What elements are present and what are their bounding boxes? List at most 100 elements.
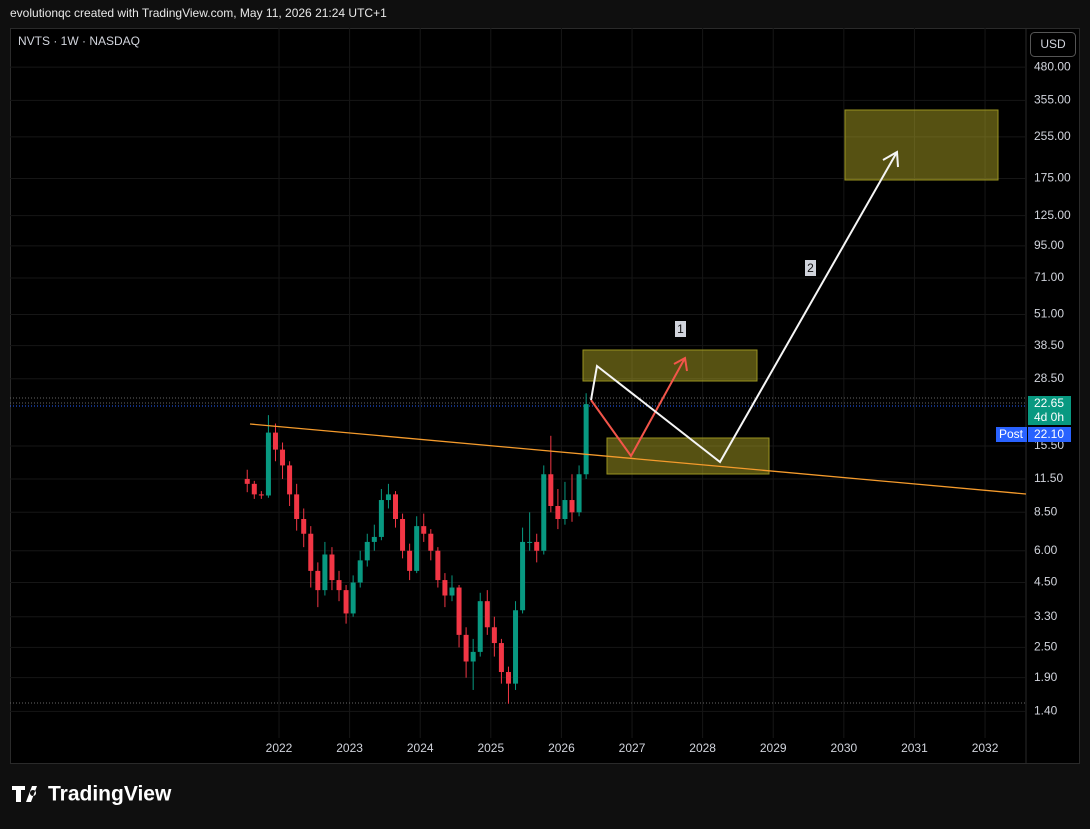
candle-body	[463, 634, 469, 662]
caption: evolutionqc created with TradingView.com…	[10, 6, 387, 20]
scenario-1-path	[590, 357, 686, 458]
symbol-title: NVTS · 1W · NASDAQ	[18, 34, 140, 48]
label-box	[805, 260, 816, 276]
drawings	[10, 397, 1026, 704]
grid	[10, 28, 1026, 738]
candle-body	[442, 580, 448, 596]
candle-body	[534, 541, 540, 551]
y-tick-label: 11.50	[1034, 471, 1063, 485]
candle-body	[378, 500, 384, 537]
axis: 480.00 355.00 255.00 175.00 125.00 95.00 71.00…	[266, 59, 1071, 755]
candle-body	[562, 500, 568, 520]
candle-body	[294, 494, 300, 520]
candle-body	[449, 587, 455, 596]
candle-body	[505, 672, 511, 684]
candle-body	[541, 474, 547, 551]
target-zone	[582, 349, 758, 382]
candle-body	[421, 526, 427, 534]
y-tick-label: 355.00	[1034, 93, 1071, 107]
candle-body	[491, 627, 497, 644]
candle-body	[407, 550, 413, 571]
x-tick-label: 2025	[477, 741, 504, 755]
x-tick-label: 2023	[336, 741, 363, 755]
annotations: 1 2	[249, 109, 1027, 495]
candle-body	[548, 474, 554, 507]
y-tick-label: 4.50	[1034, 575, 1058, 589]
x-tick-label: 2029	[760, 741, 787, 755]
post-tag-box	[996, 427, 1027, 442]
candle-body	[428, 533, 434, 551]
arrowhead	[882, 150, 899, 168]
currency-button[interactable]	[1030, 32, 1076, 57]
logo-mark	[12, 786, 37, 802]
last-price: 22.65	[1034, 396, 1064, 410]
label-box	[675, 321, 686, 337]
y-tick-label: 3.30	[1034, 609, 1058, 623]
candle-body	[308, 533, 314, 571]
candle-body	[477, 601, 483, 652]
candle-body	[371, 536, 377, 542]
y-tick-label: 255.00	[1034, 129, 1071, 143]
candle-body	[364, 541, 370, 561]
candle-body	[287, 465, 293, 495]
candle-body	[258, 494, 264, 496]
annotation-label: 2	[807, 261, 814, 275]
candle-body	[498, 643, 504, 673]
candle-body	[251, 483, 257, 495]
logo-text: TradingView	[48, 783, 172, 806]
candle-body	[322, 554, 328, 591]
y-tick-label: 6.00	[1034, 543, 1058, 557]
scenario-2-path	[590, 151, 898, 464]
annotation-label: 1	[677, 322, 684, 336]
chart-frame	[10, 28, 1080, 764]
candle-body	[414, 526, 420, 571]
target-zone	[844, 109, 999, 181]
currency[interactable]: USD	[1040, 37, 1066, 51]
x-tick-label: 2027	[619, 741, 646, 755]
candle-body	[400, 519, 406, 551]
candle-body	[357, 560, 363, 583]
y-tick-label: 95.00	[1034, 238, 1064, 252]
candle-body	[520, 541, 526, 611]
candle-body	[456, 587, 462, 635]
y-tick-label: 71.00	[1034, 270, 1064, 284]
last-price-box	[1028, 396, 1071, 425]
trendline	[249, 423, 1027, 495]
x-tick-label: 2028	[689, 741, 716, 755]
candle-body	[315, 570, 321, 591]
y-tick-label: 1.40	[1034, 704, 1058, 718]
x-tick-label: 2024	[407, 741, 434, 755]
y-tick-label: 8.50	[1034, 504, 1058, 518]
candle-body	[280, 449, 286, 466]
y-tick-label: 2.50	[1034, 640, 1058, 654]
candles	[244, 393, 589, 704]
logo: TradingView	[12, 783, 172, 806]
candle-body	[527, 541, 533, 543]
y-tick-label: 51.00	[1034, 307, 1064, 321]
candle-body	[350, 582, 356, 614]
x-tick-label: 2022	[266, 741, 293, 755]
x-tick-label: 2032	[972, 741, 999, 755]
candle-body	[435, 550, 441, 581]
candle-body	[576, 474, 582, 513]
x-tick-label: 2030	[830, 741, 857, 755]
y-tick-label: 28.50	[1034, 371, 1064, 385]
candle-body	[301, 519, 307, 534]
candle-body	[569, 500, 575, 513]
candle-body	[513, 610, 519, 684]
candle-body	[343, 590, 349, 614]
y-tick-label: 125.00	[1034, 208, 1071, 222]
post-price: 22.10	[1034, 427, 1064, 441]
post-tag: Post	[999, 427, 1024, 441]
candle-body	[272, 432, 278, 450]
x-tick-label: 2026	[548, 741, 575, 755]
y-tick-label: 1.90	[1034, 670, 1058, 684]
candle-body	[336, 580, 342, 591]
post-price-box	[1028, 427, 1071, 442]
support-zone	[606, 437, 770, 475]
y-tick-label: 175.00	[1034, 171, 1071, 185]
candle-body	[393, 494, 399, 520]
countdown: 4d 0h	[1034, 410, 1064, 424]
